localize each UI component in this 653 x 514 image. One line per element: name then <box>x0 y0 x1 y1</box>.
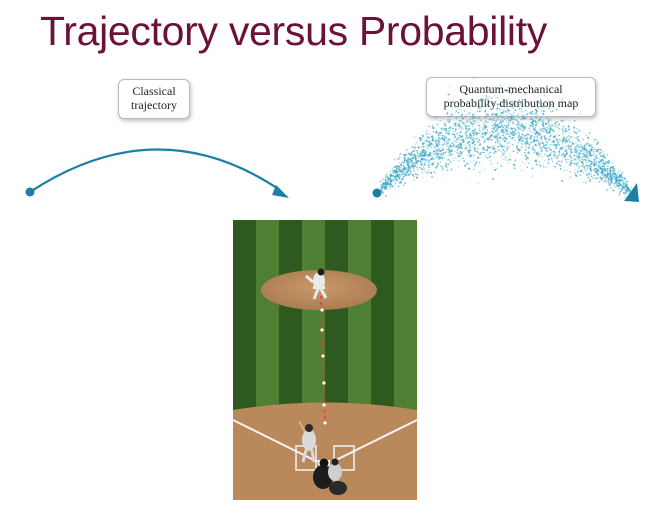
quantum-probability-cloud <box>372 77 639 202</box>
batter <box>298 420 316 463</box>
classical-trajectory <box>25 148 289 198</box>
classical-trajectory-label: Classical trajectory <box>118 79 190 119</box>
home-plate-dirt <box>233 402 417 500</box>
pitch-ball-position <box>323 421 327 425</box>
grass-stripe <box>256 220 279 420</box>
pitch-ball-position <box>322 403 326 407</box>
grass-stripe <box>371 220 394 420</box>
batters-box-right <box>333 445 355 471</box>
classical-arc <box>29 148 281 193</box>
classical-start-dot-icon <box>25 187 35 197</box>
pitch-ball-position <box>321 354 325 358</box>
pitch-ball-position <box>320 308 324 312</box>
catcher-and-umpire <box>313 458 347 495</box>
pitch-path-dots <box>320 308 327 425</box>
grass-stripe <box>348 220 371 420</box>
classical-label-line2: trajectory <box>131 98 177 112</box>
classical-label-line1: Classical <box>132 84 176 98</box>
classical-arrow-head-icon <box>272 185 289 198</box>
grass-stripe <box>279 220 302 420</box>
pitcher <box>305 268 328 300</box>
grass-stripe <box>325 220 348 420</box>
grass-stripes <box>233 220 417 420</box>
grass-stripe <box>233 220 256 420</box>
slide-title: Trajectory versus Probability <box>40 8 548 54</box>
foul-line-right <box>331 419 417 463</box>
quantum-label-line1: Quantum-mechanical <box>459 82 563 96</box>
grass-stripe <box>394 220 417 420</box>
quantum-label-line2: probability distribution map <box>443 96 579 110</box>
pitch-ball-position <box>322 381 326 385</box>
quantum-arrow-head-icon <box>624 183 639 202</box>
quantum-probability-label: Quantum-mechanical probability distribut… <box>426 77 596 117</box>
baseball-photo <box>233 220 417 500</box>
quantum-start-dot-icon <box>372 188 382 198</box>
probability-cloud-dots <box>379 77 634 200</box>
pitch-ball-position <box>320 328 324 332</box>
